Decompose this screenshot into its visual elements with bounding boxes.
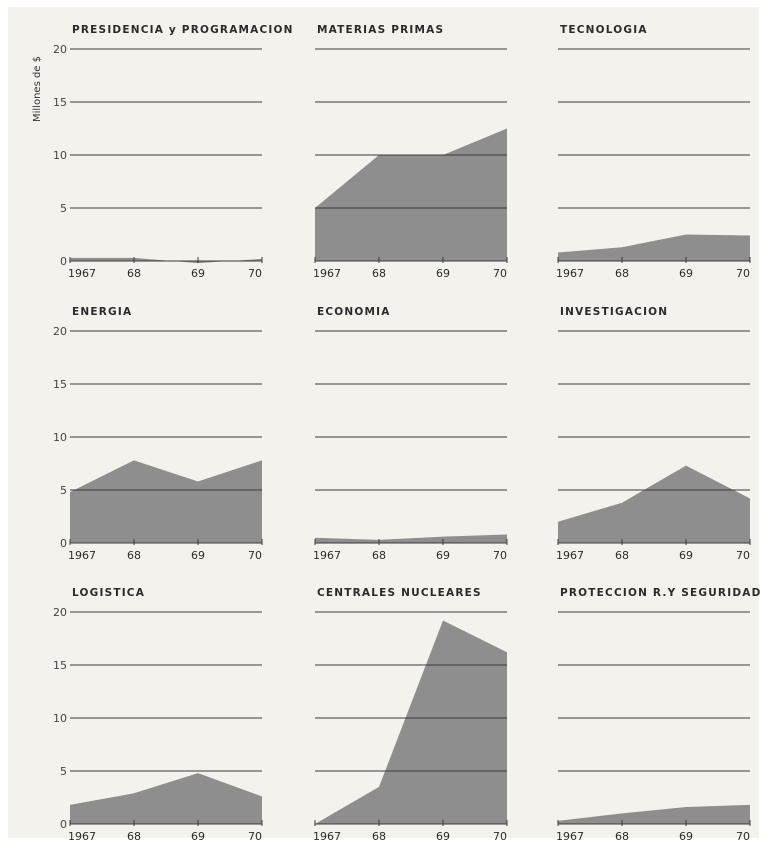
chart-panel-8: CENTRALES NUCLEARES 1967 68 69 70 [313,587,508,843]
y-tick-label: 5 [60,202,67,215]
x-tick-label: 68 [127,830,141,843]
panel-title: TECNOLOGIA [560,24,648,36]
x-tick-label: 69 [191,549,205,562]
x-tick-label: 70 [248,267,262,280]
x-tick-label: 68 [615,830,629,843]
area-series [315,534,507,543]
x-tick-label: 68 [615,267,629,280]
x-tick-label: 69 [191,830,205,843]
y-tick-label: 0 [60,255,67,268]
chart-panel-7: LOGISTICA 0 5 10 15 20 1967 68 69 70 [53,587,263,843]
y-tick-label: 0 [60,818,67,831]
area-series [558,465,750,543]
x-tick-label: 69 [436,549,450,562]
x-tick-label: 70 [736,549,750,562]
chart-panel-4: ENERGIA 0 5 10 15 20 1967 68 69 70 [53,306,263,562]
x-tick-label: 1967 [68,830,96,843]
area-series [70,773,262,824]
x-tick-label: 1967 [68,549,96,562]
chart-panel-6: INVESTIGACION 1967 68 69 70 [556,306,751,562]
x-tick-label: 68 [372,549,386,562]
x-tick-label: 1967 [313,830,341,843]
x-tick-label: 70 [493,830,507,843]
panel-title: PRESIDENCIA y PROGRAMACION [72,24,294,36]
panel-title: INVESTIGACION [560,306,668,318]
x-tick-label: 1967 [556,549,584,562]
area-series [70,257,262,264]
x-tick-label: 70 [248,549,262,562]
chart-panel-9: PROTECCION R.Y SEGURIDAD 1967 68 69 70 [556,587,762,843]
panel-title: ENERGIA [72,306,132,318]
area-series [315,128,507,261]
x-tick-label: 68 [372,267,386,280]
y-tick-label: 0 [60,537,67,550]
x-tick-label: 70 [248,830,262,843]
x-tick-label: 69 [679,549,693,562]
x-tick-label: 70 [493,267,507,280]
x-tick-label: 70 [736,830,750,843]
x-tick-label: 68 [615,549,629,562]
y-tick-label: 20 [53,43,67,56]
area-series [315,620,507,824]
y-axis-label: Millones de $ [32,55,43,122]
chart-panel-3: TECNOLOGIA 1967 68 69 70 [556,24,751,280]
panel-title: ECONOMIA [317,306,391,318]
chart-panel-5: ECONOMIA 1967 68 69 70 [313,306,508,562]
y-tick-label: 15 [53,659,67,672]
x-tick-label: 68 [372,830,386,843]
y-tick-label: 15 [53,378,67,391]
x-tick-label: 69 [679,830,693,843]
x-tick-label: 70 [493,549,507,562]
area-series [558,804,750,824]
x-tick-label: 1967 [313,549,341,562]
x-tick-label: 1967 [556,267,584,280]
y-tick-label: 10 [53,431,67,444]
x-tick-label: 69 [436,830,450,843]
panel-title: PROTECCION R.Y SEGURIDAD [560,587,762,599]
y-tick-label: 10 [53,149,67,162]
y-tick-label: 10 [53,712,67,725]
y-tick-label: 5 [60,765,67,778]
x-tick-label: 1967 [556,830,584,843]
x-tick-label: 69 [679,267,693,280]
x-tick-label: 1967 [313,267,341,280]
area-series [70,460,262,543]
x-tick-label: 68 [127,549,141,562]
y-tick-label: 20 [53,325,67,338]
panel-title: MATERIAS PRIMAS [317,24,444,36]
chart-panel-1: PRESIDENCIA y PROGRAMACION 0 5 10 15 20 1967 68… [53,24,292,280]
x-tick-label: 69 [436,267,450,280]
x-tick-label: 1967 [68,267,96,280]
y-tick-label: 15 [53,96,67,109]
x-tick-label: 68 [127,267,141,280]
panel-title: LOGISTICA [72,587,145,599]
area-series [558,234,750,261]
panel-title: CENTRALES NUCLEARES [317,587,482,599]
chart-page: Millones de $ PRESIDENCIA y PROGRAMACION… [8,7,760,843]
x-tick-label: 70 [736,267,750,280]
y-tick-label: 20 [53,606,67,619]
x-tick-label: 69 [191,267,205,280]
y-tick-label: 5 [60,484,67,497]
chart-panel-2: MATERIAS PRIMAS 1967 68 69 70 [313,24,508,280]
